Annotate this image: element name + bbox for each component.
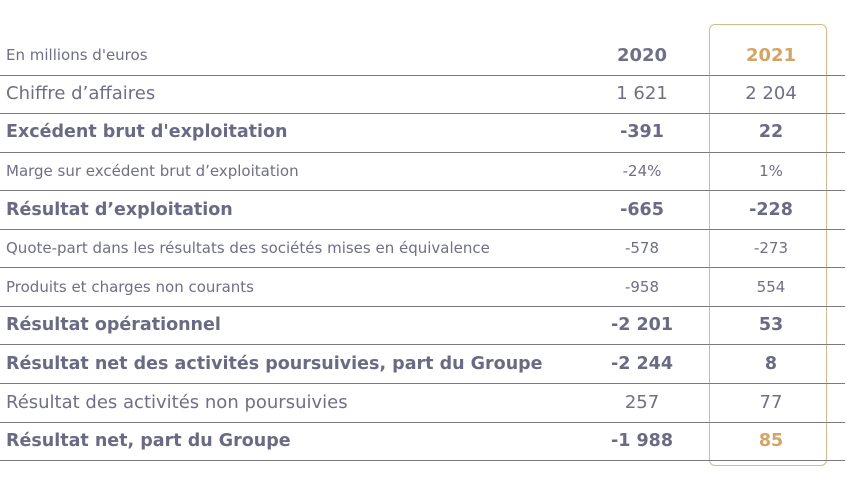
value-2020: -578: [624, 239, 660, 258]
value-2021: 85: [758, 430, 784, 451]
value-2021: 8: [764, 353, 778, 374]
table-row: Produits et charges non courants -958 554: [0, 267, 845, 307]
table-row: Résultat opérationnel -2 201 53: [0, 306, 845, 346]
value-2021: 22: [758, 122, 784, 143]
highlight-2021-column: [709, 24, 827, 466]
row-label: Résultat net, part du Groupe: [6, 430, 291, 451]
value-2020: 1 621: [616, 83, 668, 105]
value-2021: 53: [758, 315, 784, 336]
value-2020: 257: [624, 391, 660, 413]
value-2021: -273: [753, 239, 789, 258]
row-label: Marge sur excédent brut d’exploitation: [6, 161, 299, 180]
value-2021: 1%: [759, 161, 783, 180]
value-2021: 2 204: [745, 83, 797, 105]
row-label: Quote-part dans les résultats des sociét…: [6, 239, 490, 258]
value-2020: -1 988: [610, 430, 674, 451]
value-2020: -2 244: [610, 353, 674, 374]
table-row: Résultat net, part du Groupe -1 988 85: [0, 422, 845, 462]
value-2020: -2 201: [610, 315, 674, 336]
header-row: En millions d'euros 2020 2021: [0, 36, 845, 76]
row-label: Produits et charges non courants: [6, 277, 254, 296]
column-header-2021: 2021: [745, 44, 797, 66]
value-2020: -958: [624, 277, 660, 296]
column-header-2020: 2020: [616, 44, 668, 66]
value-2021: 554: [756, 277, 786, 296]
table-row: Résultat des activités non poursuivies 25…: [0, 383, 845, 423]
table-row: Quote-part dans les résultats des sociét…: [0, 229, 845, 269]
row-label: Chiffre d’affaires: [6, 83, 156, 105]
row-label: Résultat d’exploitation: [6, 199, 233, 220]
table-row: Résultat d’exploitation -665 -228: [0, 190, 845, 230]
row-label: Résultat des activités non poursuivies: [6, 391, 348, 413]
value-2020: -665: [620, 199, 664, 220]
table-row: Résultat net des activités poursuivies, …: [0, 344, 845, 385]
row-label: Résultat net des activités poursuivies, …: [6, 353, 543, 374]
table-row: Chiffre d’affaires 1 621 2 204: [0, 75, 845, 115]
row-label: Excédent brut d'exploitation: [6, 122, 288, 143]
row-label: Résultat opérationnel: [6, 315, 221, 336]
value-2021: 77: [759, 391, 783, 413]
table-row: Marge sur excédent brut d’exploitation -2…: [0, 152, 845, 192]
table-row: Excédent brut d'exploitation -391 22: [0, 113, 845, 153]
value-2021: -228: [749, 199, 793, 220]
value-2020: -391: [620, 122, 664, 143]
unit-label: En millions d'euros: [6, 46, 148, 65]
value-2020: -24%: [622, 161, 662, 180]
